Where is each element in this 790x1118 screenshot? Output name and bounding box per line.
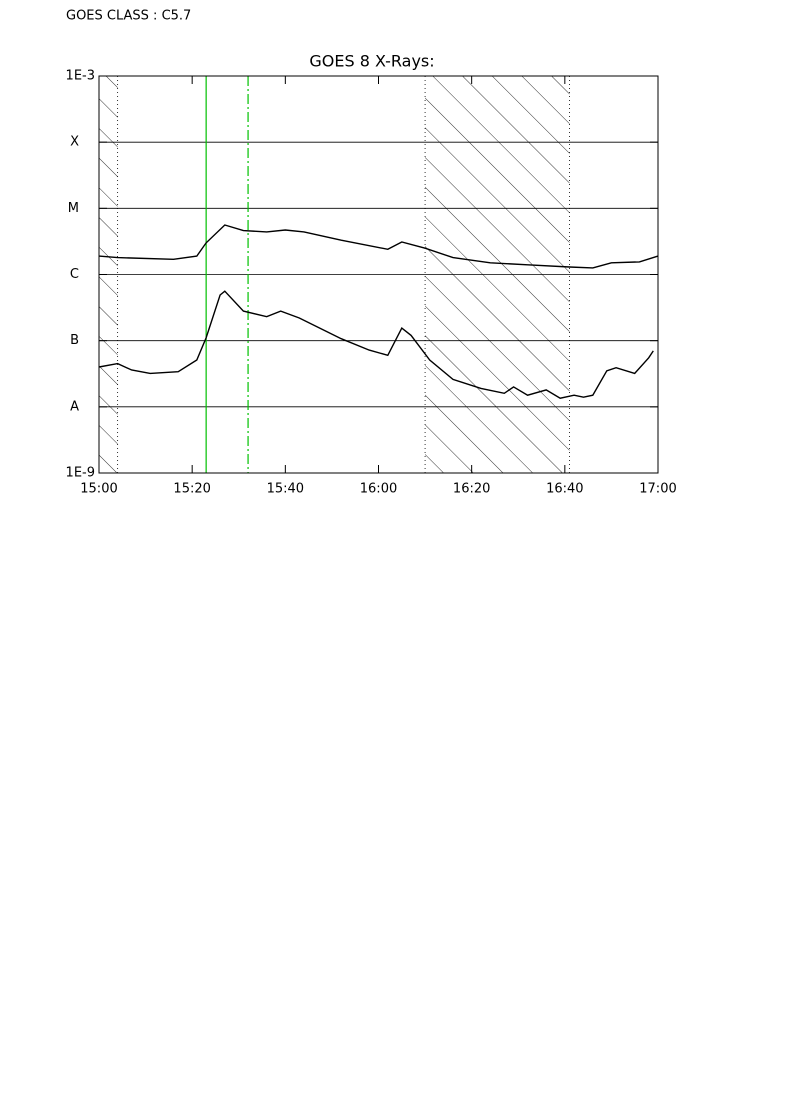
x-tick-label: 15:20 [173, 482, 210, 497]
x-tick-label: 15:40 [267, 482, 304, 497]
flux-line [98, 224, 659, 269]
x-tick-label: 16:20 [453, 482, 490, 497]
chart-title: GOES 8 X-Rays: [309, 52, 434, 71]
y-tick-label: 1E-3 [66, 69, 95, 84]
y-tick-label: B [70, 333, 79, 348]
x-tick-label: 16:40 [546, 482, 583, 497]
y-tick-label: M [68, 201, 79, 216]
y-tick-label: 1E-9 [66, 466, 95, 481]
goes-class: GOES CLASS : C5.7 [66, 9, 191, 24]
plot-frame [98, 75, 659, 474]
x-tick-label: 17:00 [639, 482, 676, 497]
y-tick-label: C [70, 267, 79, 282]
x-tick-label: 15:00 [80, 482, 117, 497]
x-tick-label: 16:00 [360, 482, 397, 497]
y-tick-label: A [70, 399, 79, 414]
flux-line [98, 290, 654, 399]
y-tick-label: X [70, 135, 79, 150]
